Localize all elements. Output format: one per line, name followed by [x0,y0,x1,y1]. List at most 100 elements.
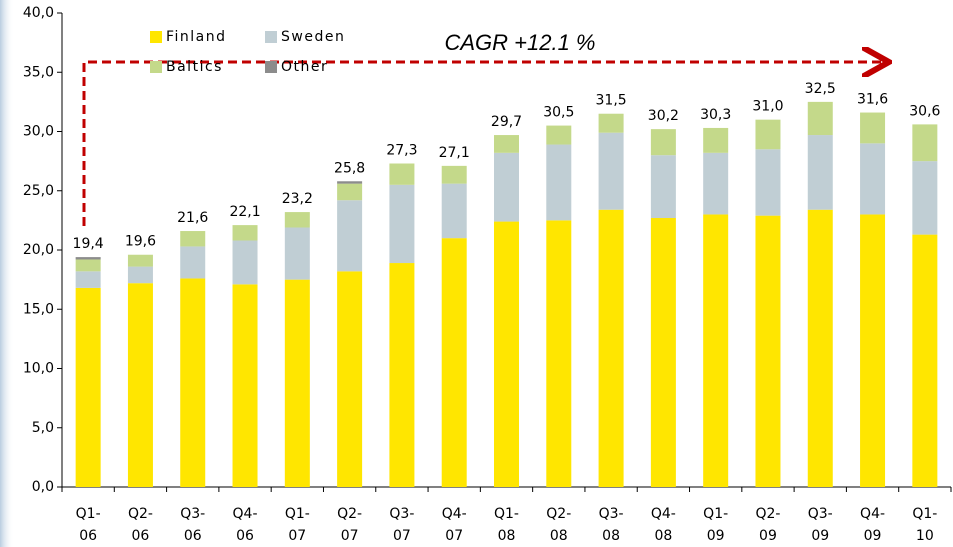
total-label: 19,4 [73,236,104,252]
bar-segment [180,246,206,279]
total-label: 22,1 [229,204,260,220]
y-tick-label: 20,0 [23,242,54,258]
bar-segment [127,266,153,284]
y-tick-label: 25,0 [23,183,54,199]
total-label: 31,0 [752,99,783,115]
total-label: 23,2 [282,191,313,207]
bar-segment [598,113,624,133]
bar-segment [546,220,572,487]
bar-segment [75,287,101,487]
bar-segment [127,254,153,267]
bar-segment [337,200,363,272]
legend-label: Other [281,59,328,75]
bar-segment [180,231,206,247]
bar-segment [284,279,310,487]
bar-segment [75,257,101,260]
bar-segment [441,165,467,184]
bar-segment [807,101,833,136]
bar-segment [598,132,624,210]
bar-segment [284,212,310,228]
bar-segment [441,183,467,239]
total-label: 29,7 [491,114,522,130]
bar-segment [180,278,206,487]
y-tick-label: 15,0 [23,301,54,317]
bar-segment [232,240,258,285]
bar-segment [912,161,938,235]
total-label: 30,3 [700,107,731,123]
x-tick-label: Q1- 06 [75,506,101,544]
total-label: 27,1 [439,145,470,161]
total-label: 30,5 [543,105,574,121]
x-tick-label: Q1- 10 [912,506,938,544]
bar-segment [650,218,676,487]
legend-swatch [150,61,162,73]
x-tick-label: Q1- 08 [494,506,519,544]
y-tick-label: 35,0 [23,64,54,80]
edge-shade [0,0,14,547]
y-tick-label: 40,0 [23,5,54,21]
bar-segment [860,214,886,487]
bar-segment [75,259,101,272]
x-tick-label: Q2- 09 [755,506,781,544]
total-label: 30,2 [648,108,679,124]
y-tick-label: 30,0 [23,124,54,140]
legend-swatch [265,61,277,73]
bar-segment [755,215,781,487]
bar-segment [389,163,415,185]
x-tick-label: Q2- 06 [127,506,153,544]
x-tick-label: Q4- 09 [860,506,886,544]
total-label: 31,5 [596,93,627,109]
bar-segment [807,135,833,210]
bar-segment [546,125,572,145]
bar-segment [650,129,676,156]
bar-segment [807,209,833,487]
bar-segment [598,209,624,487]
x-tick-label: Q3- 07 [389,506,415,544]
total-label: 19,6 [125,234,156,250]
bar-segment [912,234,938,487]
legend-label: Baltics [166,59,223,75]
bar-segment [389,263,415,487]
y-tick-label: 10,0 [23,361,54,377]
x-tick-label: Q4- 08 [650,506,676,544]
legend-swatch [265,31,277,43]
x-tick-label: Q4- 07 [441,506,467,544]
bar-segment [703,214,729,487]
total-label: 32,5 [805,81,836,97]
bar-segment [860,143,886,215]
bar-segment [546,144,572,221]
legend-swatch [150,31,162,43]
x-tick-label: Q2- 08 [546,506,572,544]
bar-segment [494,135,519,153]
bar-segment [494,152,519,222]
y-tick-label: 5,0 [32,420,54,436]
bar-segment [755,119,781,150]
total-label: 30,6 [909,103,940,119]
legend-label: Finland [166,29,227,45]
x-tick-label: Q3- 08 [598,506,624,544]
bar-segment [494,221,519,487]
total-label: 27,3 [386,142,417,158]
bar-segment [650,155,676,219]
bar-segment [75,271,101,288]
bar-segment [860,112,886,144]
x-tick-label: Q4- 06 [232,506,258,544]
bar-segment [703,152,729,215]
bar-segment [232,225,258,241]
bar-segment [755,149,781,216]
annotation: CAGR +12.1 % [444,30,595,55]
bar-segment [232,284,258,487]
bar-segment [703,127,729,153]
x-tick-label: Q2- 07 [337,506,363,544]
x-tick-label: Q3- 09 [807,506,833,544]
bar-segment [441,238,467,487]
y-tick-label: 0,0 [32,479,54,495]
x-tick-label: Q1- 07 [284,506,310,544]
bar-segment [337,183,363,201]
bar-segment [337,271,363,487]
total-label: 25,8 [334,160,365,176]
bar-segment [912,124,938,162]
bar-segment [127,283,153,487]
